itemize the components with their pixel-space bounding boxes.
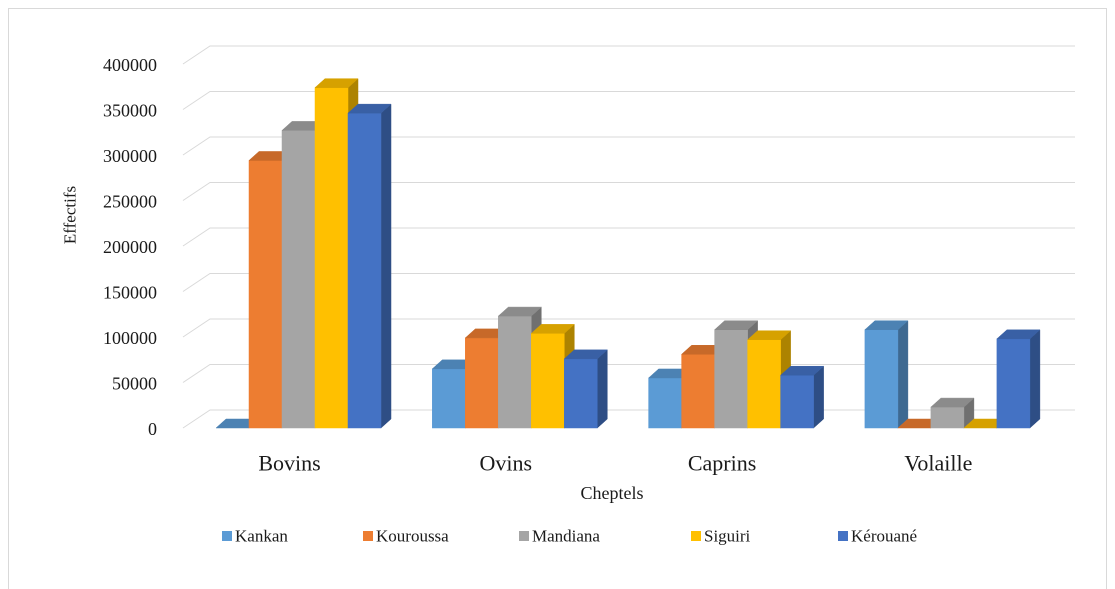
- bar-front-face: [747, 339, 781, 429]
- legend-swatch: [363, 531, 373, 541]
- bar-top-face: [530, 324, 575, 334]
- bar-volaille-kankan: [864, 320, 909, 429]
- legend-label: Kankan: [235, 527, 288, 546]
- gridline: [182, 273, 1075, 292]
- gridline: [182, 318, 1075, 338]
- gridlines: [182, 45, 1075, 429]
- bar-front-face: [996, 338, 1031, 429]
- bar-front-face: [531, 333, 565, 429]
- y-tick-label: 0: [148, 419, 157, 439]
- bar-front-face: [347, 112, 382, 429]
- bar-front-face: [465, 337, 499, 429]
- bar-volaille-mandiana: [930, 397, 975, 429]
- gridline: [182, 91, 1075, 110]
- y-tick-label: 350000: [103, 101, 157, 121]
- bar-front-face: [498, 315, 532, 429]
- legend-label: Siguiri: [704, 527, 751, 546]
- bar-top-face: [563, 349, 608, 360]
- bar-side-face: [597, 349, 608, 429]
- bar-caprins-kerouane: [779, 365, 825, 429]
- legend-swatch: [519, 531, 529, 541]
- legend-swatch: [222, 531, 232, 541]
- y-tick-label: 100000: [103, 328, 157, 348]
- bar-top-face: [713, 320, 759, 330]
- bar-front-face: [930, 406, 965, 429]
- x-tick-label-bovins: Bovins: [258, 451, 320, 476]
- bar-front-face: [681, 354, 715, 429]
- chart-border: [8, 8, 1107, 589]
- gridline: [182, 45, 1075, 65]
- legend-label: Kérouané: [851, 527, 917, 546]
- bar-front-face: [248, 160, 283, 429]
- bar-front-face: [432, 368, 466, 429]
- bar-bovins-kerouane: [347, 103, 392, 429]
- x-tick-label-volaille: Volaille: [904, 451, 972, 476]
- legend: Kankan Kouroussa Mandiana Siguiri Kérouané: [222, 527, 917, 546]
- cluster-caprins: [647, 320, 825, 429]
- bar-top-face: [746, 330, 792, 340]
- y-axis-tick-labels: 0 50000 100000 150000 200000 250000 300000 3500…: [103, 55, 157, 439]
- y-tick-label: 250000: [103, 192, 157, 212]
- gridline: [182, 182, 1075, 201]
- legend-item-mandiana: Mandiana: [519, 527, 600, 546]
- x-tick-label-ovins: Ovins: [480, 451, 533, 476]
- x-axis-category-labels: Bovins Ovins Caprins Volaille: [258, 451, 972, 476]
- bar-top-face: [930, 397, 975, 408]
- gridline: [182, 227, 1075, 247]
- bar-ovins-kerouane: [563, 349, 608, 429]
- bar-volaille-kerouane: [996, 329, 1041, 429]
- legend-swatch: [838, 531, 848, 541]
- legend-item-kankan: Kankan: [222, 527, 288, 546]
- bar-front-face: [648, 377, 682, 429]
- bar-front-face: [314, 87, 349, 429]
- y-tick-label: 400000: [103, 55, 157, 75]
- legend-item-kerouane: Kérouané: [838, 527, 917, 546]
- y-tick-label: 300000: [103, 146, 157, 166]
- gridline: [182, 136, 1075, 156]
- bar-front-face: [564, 358, 598, 429]
- bar-top-face: [314, 78, 359, 88]
- cluster-bovins: [215, 78, 392, 429]
- y-tick-label: 200000: [103, 237, 157, 257]
- legend-label: Kouroussa: [376, 527, 449, 546]
- bar-top-face: [497, 306, 542, 317]
- legend-item-kouroussa: Kouroussa: [363, 527, 449, 546]
- bar-top-face: [996, 329, 1041, 340]
- bar-side-face: [897, 320, 909, 429]
- cluster-volaille: [864, 320, 1041, 429]
- y-tick-label: 150000: [103, 283, 157, 303]
- bar-front-face: [780, 374, 814, 429]
- bar-top-face: [779, 365, 825, 376]
- bar-side-face: [813, 365, 824, 429]
- y-tick-label: 50000: [112, 374, 157, 394]
- legend-label: Mandiana: [532, 527, 600, 546]
- bars: [215, 78, 1041, 429]
- cluster-ovins: [431, 306, 608, 429]
- x-tick-label-caprins: Caprins: [688, 451, 756, 476]
- bar-front-face: [281, 130, 316, 429]
- legend-swatch: [691, 531, 701, 541]
- bar-front-face: [714, 329, 748, 429]
- bar-front-face: [864, 329, 899, 429]
- bar-side-face: [1029, 329, 1041, 429]
- legend-item-siguiri: Siguiri: [691, 527, 751, 546]
- bar-side-face: [380, 103, 392, 429]
- bar-top-face: [864, 320, 909, 330]
- bar-top-face: [347, 103, 392, 114]
- y-axis-title: Effectifs: [61, 186, 80, 244]
- x-axis-title: Cheptels: [581, 483, 644, 503]
